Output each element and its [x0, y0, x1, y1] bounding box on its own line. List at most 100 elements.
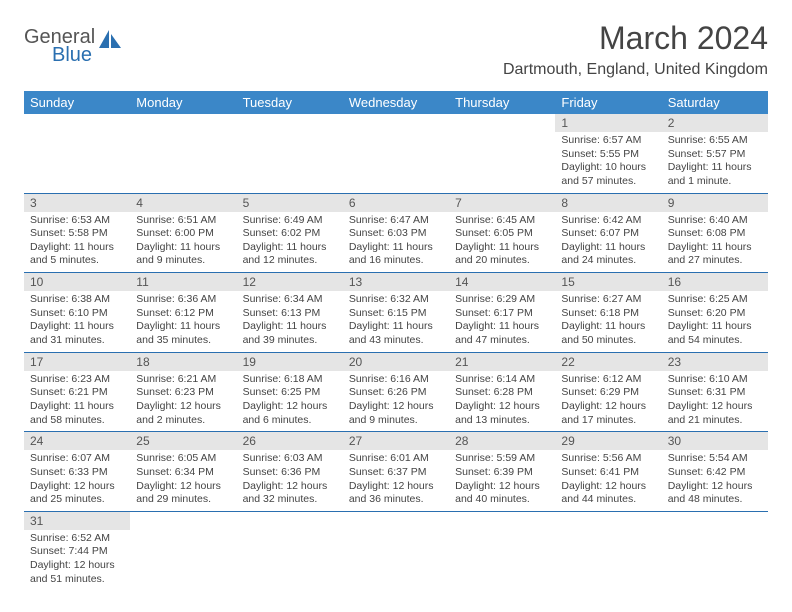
- day-number: 6: [343, 194, 449, 212]
- daylight-text: Daylight: 12 hours and 48 minutes.: [668, 480, 762, 507]
- month-title: March 2024: [503, 20, 768, 57]
- daylight-text: Daylight: 11 hours and 54 minutes.: [668, 320, 762, 347]
- sunrise-text: Sunrise: 6:34 AM: [243, 293, 337, 307]
- sunset-text: Sunset: 6:03 PM: [349, 227, 443, 241]
- day-number: 10: [24, 273, 130, 291]
- sunset-text: Sunset: 6:29 PM: [561, 386, 655, 400]
- daylight-text: Daylight: 11 hours and 1 minute.: [668, 161, 762, 188]
- sunset-text: Sunset: 6:13 PM: [243, 307, 337, 321]
- calendar-cell: 21Sunrise: 6:14 AMSunset: 6:28 PMDayligh…: [449, 352, 555, 432]
- day-details: Sunrise: 6:40 AMSunset: 6:08 PMDaylight:…: [662, 212, 768, 273]
- sunrise-text: Sunrise: 5:54 AM: [668, 452, 762, 466]
- daylight-text: Daylight: 11 hours and 47 minutes.: [455, 320, 549, 347]
- daylight-text: Daylight: 12 hours and 29 minutes.: [136, 480, 230, 507]
- logo-bottom: Blue: [24, 46, 95, 64]
- header: General Blue March 2024 Dartmouth, Engla…: [24, 20, 768, 79]
- calendar-cell: 9Sunrise: 6:40 AMSunset: 6:08 PMDaylight…: [662, 193, 768, 273]
- calendar-body: 1Sunrise: 6:57 AMSunset: 5:55 PMDaylight…: [24, 114, 768, 590]
- weekday-header: Monday: [130, 91, 236, 114]
- daylight-text: Daylight: 12 hours and 6 minutes.: [243, 400, 337, 427]
- day-details: Sunrise: 6:36 AMSunset: 6:12 PMDaylight:…: [130, 291, 236, 352]
- sunset-text: Sunset: 6:00 PM: [136, 227, 230, 241]
- sunrise-text: Sunrise: 6:57 AM: [561, 134, 655, 148]
- sunset-text: Sunset: 6:26 PM: [349, 386, 443, 400]
- daylight-text: Daylight: 12 hours and 13 minutes.: [455, 400, 549, 427]
- daylight-text: Daylight: 12 hours and 36 minutes.: [349, 480, 443, 507]
- day-number: 11: [130, 273, 236, 291]
- daylight-text: Daylight: 11 hours and 20 minutes.: [455, 241, 549, 268]
- sunset-text: Sunset: 6:15 PM: [349, 307, 443, 321]
- day-details: Sunrise: 6:03 AMSunset: 6:36 PMDaylight:…: [237, 450, 343, 511]
- calendar-cell: 2Sunrise: 6:55 AMSunset: 5:57 PMDaylight…: [662, 114, 768, 193]
- sunset-text: Sunset: 6:36 PM: [243, 466, 337, 480]
- day-details: Sunrise: 6:49 AMSunset: 6:02 PMDaylight:…: [237, 212, 343, 273]
- sunset-text: Sunset: 6:31 PM: [668, 386, 762, 400]
- sunrise-text: Sunrise: 6:03 AM: [243, 452, 337, 466]
- sunrise-text: Sunrise: 6:10 AM: [668, 373, 762, 387]
- day-number: 26: [237, 432, 343, 450]
- weekday-header: Tuesday: [237, 91, 343, 114]
- calendar-row: 17Sunrise: 6:23 AMSunset: 6:21 PMDayligh…: [24, 352, 768, 432]
- calendar-cell: 11Sunrise: 6:36 AMSunset: 6:12 PMDayligh…: [130, 273, 236, 353]
- daylight-text: Daylight: 12 hours and 9 minutes.: [349, 400, 443, 427]
- day-details: Sunrise: 6:07 AMSunset: 6:33 PMDaylight:…: [24, 450, 130, 511]
- sunset-text: Sunset: 7:44 PM: [30, 545, 124, 559]
- calendar-cell: 27Sunrise: 6:01 AMSunset: 6:37 PMDayligh…: [343, 432, 449, 512]
- sunrise-text: Sunrise: 6:55 AM: [668, 134, 762, 148]
- sunset-text: Sunset: 6:20 PM: [668, 307, 762, 321]
- day-number: 3: [24, 194, 130, 212]
- day-details: Sunrise: 5:54 AMSunset: 6:42 PMDaylight:…: [662, 450, 768, 511]
- day-number: 16: [662, 273, 768, 291]
- calendar-cell: 20Sunrise: 6:16 AMSunset: 6:26 PMDayligh…: [343, 352, 449, 432]
- daylight-text: Daylight: 12 hours and 51 minutes.: [30, 559, 124, 586]
- calendar-cell: 17Sunrise: 6:23 AMSunset: 6:21 PMDayligh…: [24, 352, 130, 432]
- sunrise-text: Sunrise: 6:25 AM: [668, 293, 762, 307]
- sunrise-text: Sunrise: 5:56 AM: [561, 452, 655, 466]
- sunset-text: Sunset: 6:39 PM: [455, 466, 549, 480]
- day-details: Sunrise: 6:18 AMSunset: 6:25 PMDaylight:…: [237, 371, 343, 432]
- weekday-header: Saturday: [662, 91, 768, 114]
- day-number: 27: [343, 432, 449, 450]
- day-details: Sunrise: 6:21 AMSunset: 6:23 PMDaylight:…: [130, 371, 236, 432]
- sunrise-text: Sunrise: 5:59 AM: [455, 452, 549, 466]
- calendar-cell: [237, 511, 343, 590]
- calendar-cell: 14Sunrise: 6:29 AMSunset: 6:17 PMDayligh…: [449, 273, 555, 353]
- sunset-text: Sunset: 5:58 PM: [30, 227, 124, 241]
- sunrise-text: Sunrise: 6:40 AM: [668, 214, 762, 228]
- calendar-cell: [24, 114, 130, 193]
- calendar-row: 3Sunrise: 6:53 AMSunset: 5:58 PMDaylight…: [24, 193, 768, 273]
- day-details: Sunrise: 5:59 AMSunset: 6:39 PMDaylight:…: [449, 450, 555, 511]
- sunrise-text: Sunrise: 6:27 AM: [561, 293, 655, 307]
- calendar-cell: [555, 511, 661, 590]
- day-details: Sunrise: 6:51 AMSunset: 6:00 PMDaylight:…: [130, 212, 236, 273]
- sunrise-text: Sunrise: 6:29 AM: [455, 293, 549, 307]
- day-details: Sunrise: 6:05 AMSunset: 6:34 PMDaylight:…: [130, 450, 236, 511]
- daylight-text: Daylight: 11 hours and 50 minutes.: [561, 320, 655, 347]
- daylight-text: Daylight: 10 hours and 57 minutes.: [561, 161, 655, 188]
- daylight-text: Daylight: 11 hours and 9 minutes.: [136, 241, 230, 268]
- sunrise-text: Sunrise: 6:12 AM: [561, 373, 655, 387]
- calendar-cell: [449, 114, 555, 193]
- calendar-cell: [130, 511, 236, 590]
- sunrise-text: Sunrise: 6:18 AM: [243, 373, 337, 387]
- daylight-text: Daylight: 11 hours and 24 minutes.: [561, 241, 655, 268]
- day-details: Sunrise: 5:56 AMSunset: 6:41 PMDaylight:…: [555, 450, 661, 511]
- sunset-text: Sunset: 6:10 PM: [30, 307, 124, 321]
- day-details: Sunrise: 6:16 AMSunset: 6:26 PMDaylight:…: [343, 371, 449, 432]
- sunset-text: Sunset: 6:25 PM: [243, 386, 337, 400]
- day-number: 7: [449, 194, 555, 212]
- sunset-text: Sunset: 6:34 PM: [136, 466, 230, 480]
- day-number: 9: [662, 194, 768, 212]
- sunset-text: Sunset: 6:23 PM: [136, 386, 230, 400]
- day-details: Sunrise: 6:42 AMSunset: 6:07 PMDaylight:…: [555, 212, 661, 273]
- sunrise-text: Sunrise: 6:49 AM: [243, 214, 337, 228]
- sunrise-text: Sunrise: 6:23 AM: [30, 373, 124, 387]
- day-number: 20: [343, 353, 449, 371]
- day-details: Sunrise: 6:29 AMSunset: 6:17 PMDaylight:…: [449, 291, 555, 352]
- day-number: 2: [662, 114, 768, 132]
- sunrise-text: Sunrise: 6:36 AM: [136, 293, 230, 307]
- location: Dartmouth, England, United Kingdom: [503, 61, 768, 79]
- calendar-cell: 19Sunrise: 6:18 AMSunset: 6:25 PMDayligh…: [237, 352, 343, 432]
- day-details: Sunrise: 6:32 AMSunset: 6:15 PMDaylight:…: [343, 291, 449, 352]
- sunrise-text: Sunrise: 6:14 AM: [455, 373, 549, 387]
